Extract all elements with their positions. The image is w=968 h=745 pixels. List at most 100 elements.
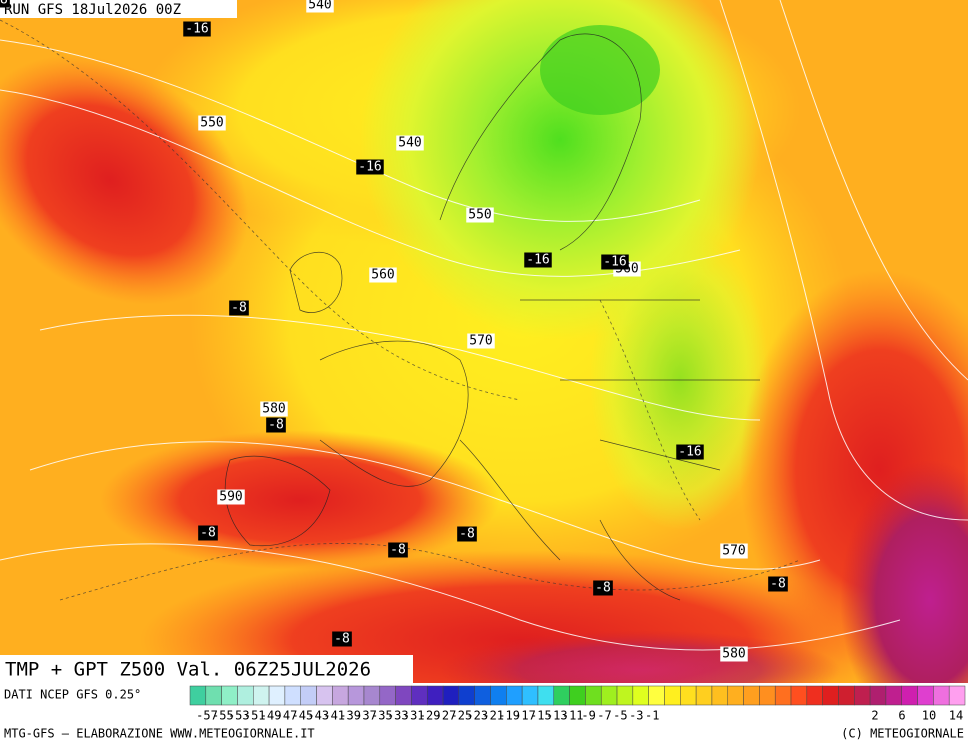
colorbar-label: -43 xyxy=(307,709,329,723)
colorbar-label: 14 xyxy=(949,709,963,723)
colorbar-swatch xyxy=(948,685,966,706)
colorbar-swatch xyxy=(411,685,428,706)
source-label: DATI NCEP GFS 0.25° xyxy=(4,688,141,702)
colorbar-label: -1 xyxy=(645,709,659,723)
temperature-label: -8 xyxy=(770,577,786,592)
colorbar-swatch xyxy=(664,685,681,706)
colorbar-swatch xyxy=(347,685,365,706)
colorbar-swatch xyxy=(379,685,396,706)
label-box xyxy=(720,543,748,559)
colorbar-swatch xyxy=(822,685,839,706)
height-label: 550 xyxy=(468,208,491,223)
colorbar-swatch xyxy=(426,685,444,706)
footer-left: MTG-GFS — ELABORAZIONE WWW.METEOGIORNALE… xyxy=(4,727,315,741)
temperature-label: -16 xyxy=(185,22,208,37)
label-box xyxy=(229,300,249,316)
colorbar-swatch xyxy=(569,685,586,706)
map-title: TMP + GPT Z500 Val. 06Z25JUL2026 xyxy=(5,659,371,681)
colorbar-swatch xyxy=(585,685,602,706)
colorbar-label: -55 xyxy=(212,709,234,723)
colorbar-swatch xyxy=(395,685,412,706)
colorbar-label: -51 xyxy=(244,709,266,723)
colorbar-swatch xyxy=(790,685,808,706)
colorbar-swatch xyxy=(806,685,823,706)
colorbar-swatch xyxy=(316,685,333,706)
temperature-label: -8 xyxy=(459,527,475,542)
run-label: RUN GFS 18Jul2026 00Z xyxy=(4,2,181,18)
label-box xyxy=(676,444,704,460)
colorbar-label: 10 xyxy=(922,709,936,723)
temperature-label: -8 xyxy=(200,526,216,541)
label-box xyxy=(388,542,408,558)
label-box xyxy=(260,401,288,417)
colorbar-swatch xyxy=(695,685,713,706)
colorbar-label: -5 xyxy=(613,709,627,723)
temperature-label: -16 xyxy=(526,253,549,268)
colorbar-label: -11 xyxy=(562,709,584,723)
colorbar-label: -3 xyxy=(629,709,643,723)
temperature-label: -8 xyxy=(334,632,350,647)
label-box xyxy=(217,489,245,505)
label-box xyxy=(524,252,552,268)
height-label: 550 xyxy=(200,116,223,131)
colorbar-label: -39 xyxy=(339,709,361,723)
label-box xyxy=(356,159,384,175)
colorbar-swatch xyxy=(253,685,270,706)
temperature-label: -8 xyxy=(268,418,284,433)
label-box xyxy=(593,580,613,596)
colorbar-label: -57 xyxy=(196,709,218,723)
label-box xyxy=(768,576,788,592)
colorbar-label: -7 xyxy=(597,709,611,723)
colorbar-label: -15 xyxy=(530,709,552,723)
height-label: 580 xyxy=(262,402,285,417)
label-box xyxy=(467,333,495,349)
label-box xyxy=(369,267,397,283)
colorbar-label: -49 xyxy=(260,709,282,723)
label-box xyxy=(396,135,424,151)
colorbar-label: -27 xyxy=(435,709,457,723)
label-box xyxy=(183,21,211,37)
temperature-label: -8 xyxy=(595,581,611,596)
temperature-label: -16 xyxy=(678,445,701,460)
colorbar-label: -13 xyxy=(546,709,568,723)
colorbar-label: -29 xyxy=(419,709,441,723)
colorbar-swatch xyxy=(632,685,649,706)
temperature-label: -16 xyxy=(603,255,626,270)
colorbar-swatch xyxy=(711,685,729,706)
label-box xyxy=(266,417,286,433)
colorbar-swatch xyxy=(854,685,871,706)
colorbar-swatch xyxy=(727,685,744,706)
colorbar-swatch xyxy=(680,685,697,706)
height-label: 580 xyxy=(722,647,745,662)
label-box xyxy=(332,631,352,647)
temperature-label: -8 xyxy=(231,301,247,316)
colorbar-swatch xyxy=(743,685,760,706)
colorbar-label: -19 xyxy=(498,709,520,723)
colorbar-swatch xyxy=(600,685,618,706)
colorbar-swatch xyxy=(885,685,902,706)
colorbar-swatch xyxy=(332,685,349,706)
colorbar-label: -21 xyxy=(482,709,504,723)
temperature-label: -16 xyxy=(358,160,381,175)
height-label: 570 xyxy=(469,334,492,349)
colorbar-label: 6 xyxy=(898,709,905,723)
colorbar-swatch xyxy=(648,685,665,706)
temperature-label: -8 xyxy=(390,543,406,558)
colorbar-swatch xyxy=(237,685,254,706)
colorbar-swatch xyxy=(917,685,934,706)
colorbar-swatch xyxy=(300,685,317,706)
colorbar-swatch xyxy=(506,685,523,706)
colorbar-swatch xyxy=(474,685,491,706)
colorbar-swatch xyxy=(838,685,855,706)
colorbar-swatch xyxy=(442,685,460,706)
colorbar-swatch xyxy=(869,685,887,706)
height-label: 560 xyxy=(371,268,394,283)
colorbar-swatch xyxy=(205,685,222,706)
colorbar-label: -23 xyxy=(466,709,488,723)
label-box xyxy=(720,646,748,662)
temperature-label: -8 xyxy=(0,0,8,8)
label-box xyxy=(0,0,10,8)
colorbar-label: -17 xyxy=(514,709,536,723)
